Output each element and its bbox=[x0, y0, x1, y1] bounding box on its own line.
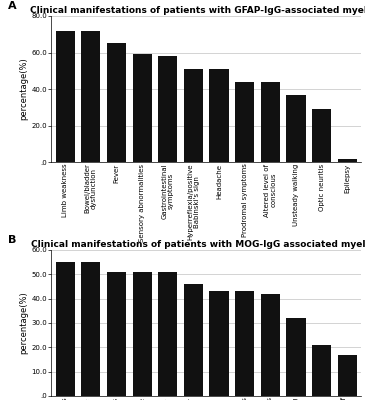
Title: Clinical manifestations of patients with MOG-IgG associated myelitis: Clinical manifestations of patients with… bbox=[31, 240, 365, 249]
Bar bbox=[338, 158, 357, 162]
Bar bbox=[210, 69, 228, 162]
Title: Clinical manifestations of patients with GFAP-IgG-associated myelitis: Clinical manifestations of patients with… bbox=[30, 6, 365, 15]
Bar bbox=[261, 294, 280, 396]
Text: A: A bbox=[8, 1, 16, 11]
Y-axis label: percentage(%): percentage(%) bbox=[19, 292, 28, 354]
Bar bbox=[81, 31, 100, 162]
Bar bbox=[184, 284, 203, 396]
Bar bbox=[132, 54, 152, 162]
Text: B: B bbox=[8, 235, 16, 245]
Bar bbox=[55, 31, 75, 162]
Bar bbox=[338, 354, 357, 396]
Y-axis label: percentage(%): percentage(%) bbox=[19, 58, 28, 120]
Bar bbox=[210, 291, 228, 396]
Bar bbox=[107, 44, 126, 162]
Bar bbox=[158, 56, 177, 162]
Bar bbox=[235, 291, 254, 396]
Bar bbox=[287, 94, 306, 162]
Bar bbox=[81, 262, 100, 396]
Bar bbox=[55, 262, 75, 396]
Bar bbox=[312, 345, 331, 396]
Bar bbox=[132, 272, 152, 396]
Bar bbox=[312, 109, 331, 162]
Bar bbox=[184, 69, 203, 162]
Bar bbox=[158, 272, 177, 396]
Bar bbox=[107, 272, 126, 396]
Bar bbox=[235, 82, 254, 162]
Bar bbox=[261, 82, 280, 162]
Bar bbox=[287, 318, 306, 396]
